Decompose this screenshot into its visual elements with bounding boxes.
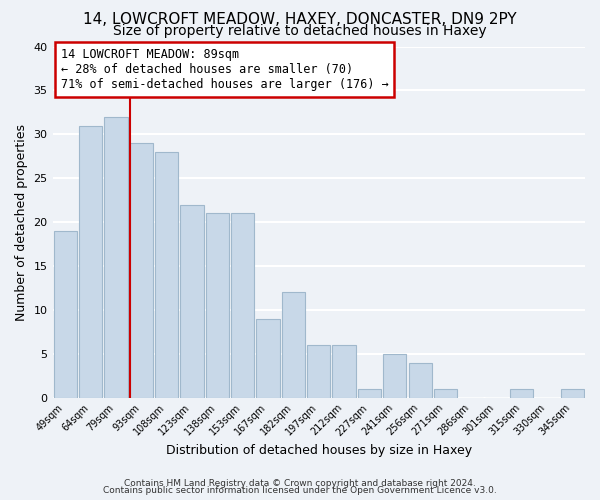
Bar — [383, 354, 406, 398]
Text: Contains HM Land Registry data © Crown copyright and database right 2024.: Contains HM Land Registry data © Crown c… — [124, 478, 476, 488]
Bar — [231, 214, 254, 398]
Text: 14, LOWCROFT MEADOW, HAXEY, DONCASTER, DN9 2PY: 14, LOWCROFT MEADOW, HAXEY, DONCASTER, D… — [83, 12, 517, 28]
Bar — [130, 143, 153, 398]
Text: Size of property relative to detached houses in Haxey: Size of property relative to detached ho… — [113, 24, 487, 38]
Bar — [155, 152, 178, 398]
Bar — [256, 318, 280, 398]
Bar — [332, 345, 356, 398]
Bar — [510, 389, 533, 398]
X-axis label: Distribution of detached houses by size in Haxey: Distribution of detached houses by size … — [166, 444, 472, 458]
Bar — [282, 292, 305, 398]
Bar — [104, 116, 128, 398]
Bar — [358, 389, 381, 398]
Bar — [79, 126, 102, 398]
Bar — [409, 362, 432, 398]
Bar — [307, 345, 331, 398]
Bar — [560, 389, 584, 398]
Bar — [53, 231, 77, 398]
Bar — [434, 389, 457, 398]
Bar — [181, 204, 203, 398]
Y-axis label: Number of detached properties: Number of detached properties — [15, 124, 28, 320]
Bar — [206, 214, 229, 398]
Text: Contains public sector information licensed under the Open Government Licence v3: Contains public sector information licen… — [103, 486, 497, 495]
Text: 14 LOWCROFT MEADOW: 89sqm
← 28% of detached houses are smaller (70)
71% of semi-: 14 LOWCROFT MEADOW: 89sqm ← 28% of detac… — [61, 48, 388, 92]
